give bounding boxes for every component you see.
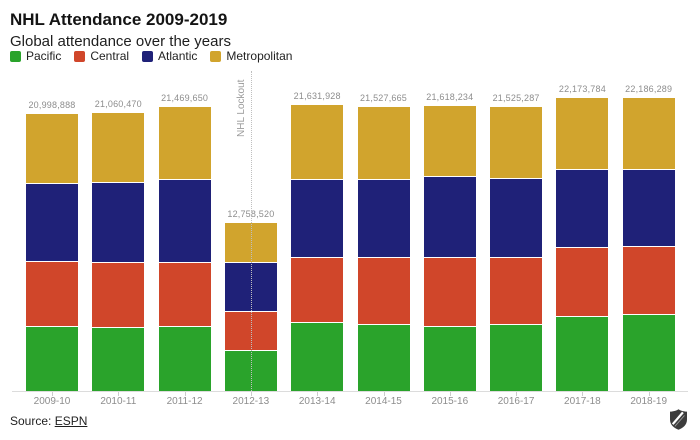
- x-axis-label: 2018-19: [630, 396, 668, 407]
- bar-segment-pacific-2016-17: [490, 325, 543, 391]
- legend-item-pacific: Pacific: [10, 49, 61, 63]
- bar-segment-atlantic-2009-10: [26, 183, 78, 263]
- bar-total-label: 12,758,520: [227, 208, 275, 219]
- legend-swatch-icon: [74, 50, 86, 62]
- bar-segment-central-2011-12: [158, 262, 211, 328]
- bar-segment-central-2009-10: [26, 262, 78, 327]
- legend-label: Metropolitan: [226, 49, 293, 63]
- bar-segment-atlantic-2015-16: [423, 176, 476, 259]
- bar-segment-pacific-2017-18: [556, 316, 609, 391]
- legend-swatch-icon: [142, 50, 154, 62]
- bar-segment-central-2010-11: [92, 263, 145, 328]
- bar-segment-metropolitan-2018-19: [622, 98, 675, 171]
- bar-segment-metropolitan-2016-17: [490, 106, 543, 180]
- x-axis-label: 2016-17: [497, 396, 535, 407]
- x-axis-tick: [383, 392, 385, 396]
- bar-segment-pacific-2010-11: [92, 327, 145, 391]
- lockout-annotation-line: [250, 71, 252, 391]
- bar-total-label: 21,469,650: [161, 93, 209, 104]
- bar-segment-atlantic-2011-12: [158, 180, 211, 263]
- source-line: Source: ESPN: [10, 414, 87, 428]
- x-axis-label: 2009-10: [33, 396, 71, 407]
- legend-label: Central: [90, 49, 130, 63]
- legend-swatch-icon: [10, 50, 21, 62]
- legend-label: Pacific: [26, 49, 62, 63]
- bar-segment-pacific-2011-12: [158, 327, 211, 391]
- x-axis-tick: [516, 392, 518, 396]
- legend-item-central: Central: [74, 49, 129, 63]
- lockout-annotation-label: NHL Lockout: [235, 79, 247, 137]
- bar-segment-central-2018-19: [622, 246, 675, 316]
- x-axis-tick: [317, 392, 319, 396]
- bar-segment-atlantic-2010-11: [92, 183, 145, 264]
- x-axis-tick: [250, 392, 252, 396]
- bar-segment-atlantic-2016-17: [490, 179, 543, 259]
- bar-segment-pacific-2018-19: [622, 315, 675, 391]
- x-axis-label: 2014-15: [365, 396, 402, 407]
- bar-segment-metropolitan-2015-16: [423, 105, 476, 177]
- bar-segment-metropolitan-2011-12: [158, 107, 211, 181]
- x-axis-label: 2013-14: [298, 396, 336, 407]
- legend-item-atlantic: Atlantic: [142, 49, 197, 63]
- bar-segment-pacific-2013-14: [291, 322, 344, 391]
- x-axis-line: [12, 391, 688, 392]
- bar-total-label: 22,173,784: [558, 84, 606, 95]
- bar-segment-atlantic-2017-18: [556, 170, 609, 248]
- nhl-shield-logo: [670, 409, 687, 430]
- x-axis-label: 2011-12: [166, 396, 203, 407]
- x-axis-tick: [52, 392, 53, 396]
- bar-total-label: 21,618,234: [426, 91, 474, 102]
- bar-segment-atlantic-2013-14: [291, 179, 344, 258]
- x-axis-tick: [449, 392, 451, 396]
- source-link[interactable]: ESPN: [54, 414, 88, 428]
- x-axis-label: 2010-11: [100, 396, 137, 407]
- bar-segment-central-2015-16: [423, 258, 476, 327]
- bar-total-label: 20,998,888: [28, 99, 76, 110]
- bar-segment-metropolitan-2014-15: [357, 106, 410, 180]
- x-axis-label: 2017-18: [564, 396, 601, 407]
- bar-segment-central-2013-14: [291, 257, 344, 323]
- bar-segment-atlantic-2018-19: [622, 170, 675, 247]
- x-axis-label: 2015-16: [431, 396, 469, 407]
- legend: Pacific Central Atlantic Metropolitan: [10, 49, 292, 63]
- bar-segment-metropolitan-2013-14: [291, 105, 344, 180]
- chart-title: NHL Attendance 2009-2019: [10, 10, 228, 29]
- bar-segment-metropolitan-2010-11: [92, 112, 145, 184]
- bar-segment-central-2016-17: [490, 258, 543, 326]
- bar-segment-central-2014-15: [357, 258, 410, 325]
- bar-segment-pacific-2014-15: [357, 324, 410, 391]
- x-axis-tick: [648, 392, 650, 396]
- chart-subtitle: Global attendance over the years: [10, 32, 231, 50]
- x-axis-label: 2012-13: [232, 396, 270, 407]
- bar-segment-pacific-2009-10: [26, 326, 78, 391]
- legend-label: Atlantic: [158, 49, 198, 63]
- bar-total-label: 22,186,289: [625, 84, 673, 94]
- legend-swatch-icon: [210, 50, 222, 62]
- bar-segment-central-2017-18: [556, 247, 609, 317]
- bar-total-label: 21,527,665: [359, 92, 408, 103]
- source-prefix: Source:: [10, 414, 55, 428]
- bar-segment-pacific-2015-16: [423, 326, 476, 391]
- bar-total-label: 21,525,287: [492, 92, 540, 103]
- x-axis-tick: [582, 392, 584, 396]
- bar-total-label: 21,631,928: [293, 91, 341, 102]
- x-axis-tick: [184, 392, 186, 396]
- bar-segment-atlantic-2014-15: [357, 179, 410, 259]
- bar-segment-metropolitan-2017-18: [556, 98, 609, 171]
- legend-item-metropolitan: Metropolitan: [210, 49, 292, 63]
- bar-total-label: 21,060,470: [94, 98, 142, 109]
- bar-segment-metropolitan-2009-10: [26, 113, 78, 184]
- x-axis-tick: [118, 392, 120, 396]
